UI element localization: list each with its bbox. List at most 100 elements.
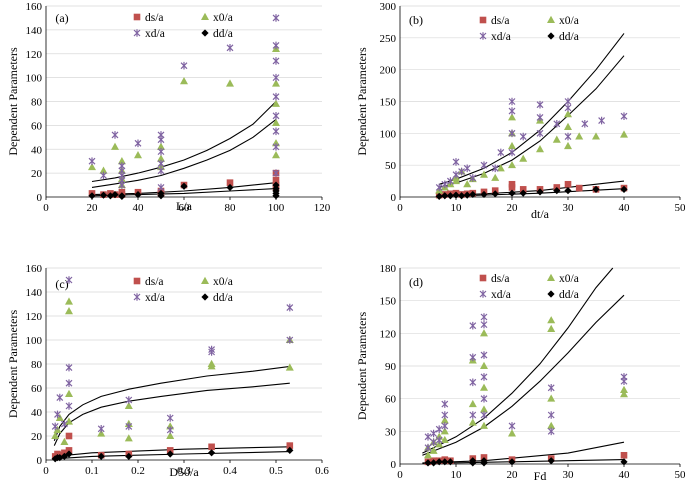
x-tick-label: 0.2 <box>131 465 145 477</box>
legend-label-x0: x0/a <box>213 276 233 288</box>
data-point-x0 <box>508 113 516 121</box>
data-point-dd <box>620 185 628 193</box>
series-xd <box>88 14 280 192</box>
data-point-xd <box>111 131 119 139</box>
data-point-xd <box>424 432 432 441</box>
legend-label-xd: xd/a <box>491 31 511 43</box>
data-point-x0 <box>564 110 572 118</box>
x-tick-label: 100 <box>268 202 285 214</box>
legend-label-xd: xd/a <box>145 28 165 40</box>
data-point-dd <box>592 185 600 193</box>
data-point-xd <box>547 427 555 436</box>
data-point-x0 <box>440 416 449 424</box>
data-point-dd <box>463 191 471 199</box>
y-tick-label: 120 <box>26 49 43 61</box>
legend-marker-xd <box>133 29 141 37</box>
series-dd <box>51 446 294 463</box>
data-point-dd <box>56 454 64 462</box>
data-point-x0 <box>65 389 73 397</box>
legend-marker-dd <box>547 32 555 40</box>
data-point-dd <box>97 452 105 460</box>
data-point-dd <box>111 191 119 199</box>
x-tick-label: 20 <box>87 202 99 214</box>
x-tick-label: 0.5 <box>269 465 283 477</box>
y-tick-label: 50 <box>385 160 397 172</box>
data-point-x0 <box>134 151 142 159</box>
x-tick-label: 80 <box>225 202 237 214</box>
data-point-xd <box>497 148 505 157</box>
data-point-x0 <box>124 434 133 442</box>
legend: ds/a x0/a xd/a dd/a <box>479 15 579 43</box>
data-point-xd <box>157 147 165 156</box>
data-point-x0 <box>592 132 600 140</box>
data-point-xd <box>469 411 477 419</box>
legend-marker-x0 <box>201 12 209 20</box>
x-tick-label: 0 <box>43 202 49 214</box>
y-tick-label: 180 <box>380 263 397 275</box>
panel-c: 0 0.1 0.2 0.3 0.4 0.5 0.6 0 20 40 60 80 100 120 140 160… <box>6 263 329 479</box>
data-point-x0 <box>65 417 73 425</box>
data-point-xd <box>56 393 64 402</box>
data-point-x0 <box>620 385 628 393</box>
y-tick-label: 20 <box>31 168 43 180</box>
legend-marker-xd <box>479 290 487 298</box>
data-point-xd <box>536 129 544 138</box>
trend-curve <box>54 451 290 460</box>
x-tick-label: 60 <box>179 202 191 214</box>
data-point-dd <box>620 458 628 466</box>
y-tick-label: 40 <box>31 144 43 156</box>
data-point-xd <box>480 394 488 403</box>
legend-label-xd: xd/a <box>145 292 165 304</box>
series-dd <box>435 185 628 200</box>
data-point-xd <box>424 443 432 452</box>
data-point-x0 <box>508 141 516 150</box>
data-point-x0 <box>620 130 628 138</box>
data-point-xd <box>51 422 59 431</box>
data-point-xd <box>65 402 73 410</box>
data-point-xd <box>469 353 477 362</box>
legend-marker-dd <box>201 29 209 37</box>
data-point-xd <box>480 373 488 381</box>
trend-curve <box>422 294 625 456</box>
data-point-dd <box>286 446 294 454</box>
data-point-x0 <box>157 142 165 150</box>
data-point-xd <box>272 92 280 101</box>
legend-label-ds: ds/a <box>491 15 510 27</box>
data-point-xd <box>125 396 133 404</box>
y-tick-label: 80 <box>31 97 43 109</box>
y-tick-label: 200 <box>380 65 397 77</box>
data-point-xd <box>458 167 466 176</box>
data-point-xd <box>508 129 516 138</box>
x-tick-label: 0.3 <box>177 465 191 477</box>
data-point-x0 <box>496 164 505 172</box>
legend-label-ds: ds/a <box>145 276 164 288</box>
data-point-x0 <box>97 429 106 437</box>
y-tick-label: 60 <box>31 383 43 395</box>
y-tick-label: 100 <box>26 73 43 85</box>
legend-label-dd: dd/a <box>213 292 233 304</box>
data-point-x0 <box>124 401 133 409</box>
data-point-xd <box>452 158 460 166</box>
y-tick-label: 120 <box>26 311 43 323</box>
data-point-dd <box>208 449 216 457</box>
legend-marker-x0 <box>547 273 555 281</box>
y-tick-label: 160 <box>26 1 43 13</box>
data-point-xd <box>435 425 443 433</box>
x-axis-title: D50/a <box>169 465 199 479</box>
data-point-x0 <box>424 451 432 459</box>
data-point-xd <box>463 164 471 173</box>
data-point-xd <box>65 363 73 372</box>
data-point-xd <box>166 426 174 434</box>
data-point-xd <box>272 73 280 82</box>
legend-marker-xd <box>479 32 487 40</box>
data-point-dd <box>157 192 165 200</box>
legend-label-dd: dd/a <box>213 28 233 40</box>
data-point-ds <box>226 179 234 186</box>
x-tick-label: 120 <box>314 202 331 214</box>
data-point-x0 <box>272 151 280 159</box>
data-point-dd <box>65 450 73 458</box>
data-point-xd <box>157 166 165 175</box>
data-point-x0 <box>88 162 96 171</box>
panel-label: (c) <box>55 277 68 291</box>
